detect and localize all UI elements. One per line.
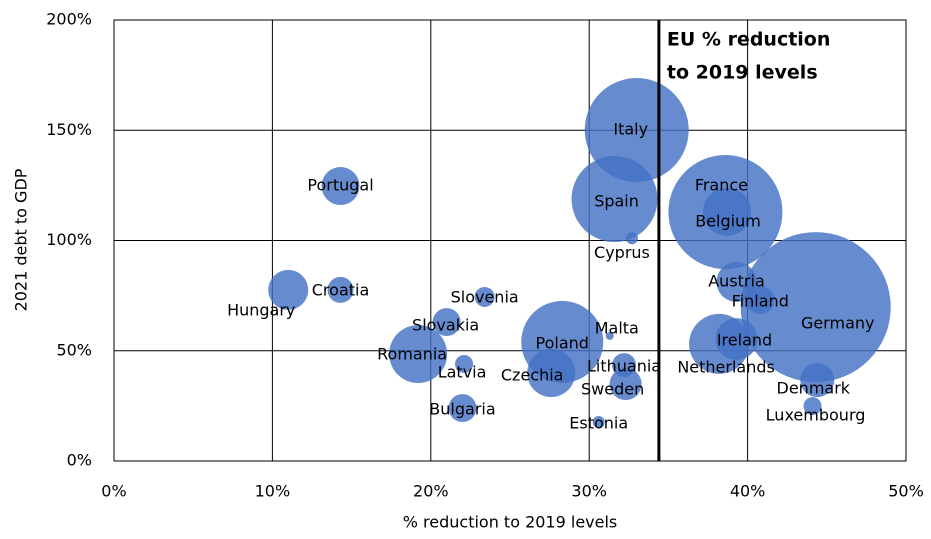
y-tick-label: 0% (67, 451, 92, 470)
bubble-label: Malta (595, 318, 639, 337)
bubble-label: Hungary (227, 300, 295, 319)
bubble (605, 332, 614, 340)
bubble (689, 313, 750, 374)
bubble (803, 397, 822, 416)
bubble (455, 354, 474, 373)
bubble (432, 308, 461, 337)
bubble-label: France (695, 176, 748, 195)
bubble-label: Italy (613, 120, 648, 139)
bubble-label: Netherlands (677, 357, 775, 376)
bubble (609, 368, 642, 401)
bubble-label: Belgium (695, 211, 761, 230)
bubble (571, 156, 658, 243)
bubble (527, 349, 576, 398)
bubble-label: Poland (536, 333, 589, 352)
x-tick-label: 20% (413, 482, 449, 501)
x-tick-label: 0% (101, 482, 126, 501)
bubble (448, 394, 477, 423)
bubble-label: Bulgaria (429, 400, 495, 419)
reference-label: to 2019 levels (667, 62, 818, 84)
bubble (584, 78, 689, 183)
bubble-label: Germany (801, 314, 875, 333)
y-tick-label: 100% (46, 230, 92, 249)
y-tick-label: 50% (56, 340, 92, 359)
bubble-label: Portugal (307, 176, 373, 195)
bubble (327, 276, 354, 303)
bubble-label: Sweden (581, 380, 644, 399)
bubble-label: Romania (377, 345, 447, 364)
bubble (389, 325, 448, 384)
bubble-label: Austria (708, 271, 765, 290)
bubble (321, 167, 360, 206)
x-axis-label: % reduction to 2019 levels (403, 513, 618, 532)
x-tick-label: 30% (571, 482, 607, 501)
bubble (702, 187, 752, 236)
bubble-label: Latvia (438, 362, 487, 381)
bubble-label: Slovakia (412, 316, 479, 335)
y-axis-label: 2021 debt to GDP (12, 168, 31, 311)
bubble-label: Czechia (501, 366, 564, 385)
y-tick-label: 200% (46, 10, 92, 29)
bubble-label: Finland (732, 292, 789, 311)
bubble-label: Cyprus (594, 243, 650, 262)
bubble-label: Ireland (717, 331, 772, 350)
bubble (740, 232, 891, 383)
reference-label: EU % reduction (667, 29, 831, 51)
bubble (625, 232, 638, 245)
y-tick-label: 150% (46, 120, 92, 139)
bubble-label: Croatia (312, 280, 370, 299)
bubble (474, 286, 495, 307)
x-tick-label: 10% (255, 482, 291, 501)
bubble-label: Estonia (569, 413, 628, 432)
bubble (592, 415, 605, 428)
bubble-label: Denmark (777, 379, 851, 398)
bubble (800, 363, 835, 398)
bubble-label: Slovenia (451, 287, 519, 306)
x-tick-label: 40% (730, 482, 766, 501)
bubble-label: Luxembourg (766, 406, 866, 425)
bubble-label: Lithuania (587, 357, 661, 376)
bubble (268, 269, 309, 310)
bubble-label: Spain (594, 192, 639, 211)
x-tick-label: 50% (888, 482, 924, 501)
